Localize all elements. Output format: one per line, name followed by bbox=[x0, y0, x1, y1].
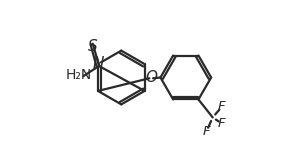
Text: F: F bbox=[218, 100, 226, 113]
Text: F: F bbox=[203, 125, 210, 138]
Text: F: F bbox=[218, 117, 226, 130]
Text: S: S bbox=[88, 38, 98, 53]
Text: N: N bbox=[93, 56, 105, 71]
Text: O: O bbox=[145, 70, 157, 85]
Text: H₂N: H₂N bbox=[66, 68, 92, 82]
